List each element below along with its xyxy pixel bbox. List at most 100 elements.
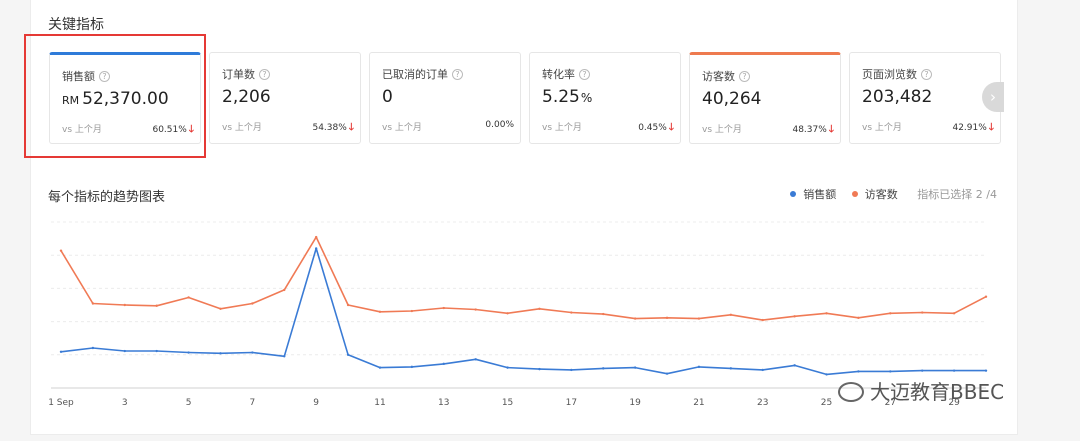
data-point[interactable] bbox=[889, 370, 892, 373]
data-point[interactable] bbox=[952, 369, 956, 372]
data-point[interactable] bbox=[506, 366, 509, 369]
data-point[interactable] bbox=[474, 308, 477, 311]
help-icon[interactable]: ? bbox=[921, 69, 932, 80]
data-point[interactable] bbox=[410, 309, 414, 313]
data-point[interactable] bbox=[283, 288, 286, 292]
data-point[interactable] bbox=[187, 351, 190, 354]
data-point[interactable] bbox=[378, 366, 382, 369]
data-point[interactable] bbox=[921, 369, 924, 372]
change-percent: 48.37% 🡓 bbox=[792, 122, 834, 139]
data-point[interactable] bbox=[857, 370, 860, 373]
x-tick-label: 29 bbox=[948, 398, 960, 408]
change-percent: 0.45% 🡓 bbox=[638, 120, 674, 137]
data-point[interactable] bbox=[633, 317, 637, 320]
data-point[interactable] bbox=[538, 367, 541, 371]
data-point[interactable] bbox=[697, 365, 701, 369]
data-point[interactable] bbox=[984, 369, 988, 372]
data-point[interactable] bbox=[633, 366, 637, 369]
data-point[interactable] bbox=[91, 302, 95, 305]
data-point[interactable] bbox=[921, 311, 924, 314]
data-point[interactable] bbox=[314, 235, 318, 239]
data-point[interactable] bbox=[155, 349, 158, 353]
x-tick-label: 9 bbox=[313, 398, 319, 408]
next-cards-button[interactable]: › bbox=[982, 82, 1004, 112]
data-point[interactable] bbox=[665, 372, 669, 375]
data-point[interactable] bbox=[825, 373, 828, 376]
data-point[interactable] bbox=[251, 351, 254, 354]
data-point[interactable] bbox=[123, 349, 126, 353]
legend-dot bbox=[790, 191, 797, 197]
currency-label: RM bbox=[62, 94, 80, 107]
data-point[interactable] bbox=[984, 295, 988, 298]
data-point[interactable] bbox=[346, 353, 350, 356]
data-point[interactable] bbox=[952, 312, 956, 315]
card-label-text: 页面浏览数 bbox=[862, 68, 917, 81]
data-point[interactable] bbox=[410, 365, 414, 369]
metric-card-visitors[interactable]: 访客数? 40,264 vs 上个月 48.37% 🡓 bbox=[689, 52, 841, 144]
data-point[interactable] bbox=[378, 310, 382, 313]
metric-card-page-views[interactable]: 页面浏览数? 203,482 vs 上个月 42.91% 🡓 bbox=[849, 52, 1001, 144]
data-point[interactable] bbox=[59, 249, 63, 252]
highlight-box bbox=[24, 34, 206, 158]
data-point[interactable] bbox=[123, 303, 126, 307]
card-label: 转化率? bbox=[542, 66, 590, 82]
legend-item-visitors[interactable]: 访客数 bbox=[851, 188, 898, 201]
data-point[interactable] bbox=[570, 368, 573, 372]
compare-label: vs 上个月 bbox=[222, 123, 262, 133]
card-label-text: 销售额 bbox=[62, 70, 95, 83]
data-point[interactable] bbox=[729, 367, 733, 370]
legend-dot bbox=[851, 191, 858, 197]
data-point[interactable] bbox=[219, 352, 222, 355]
x-tick-label: 27 bbox=[885, 398, 896, 408]
data-point[interactable] bbox=[283, 355, 286, 358]
help-icon[interactable]: ? bbox=[99, 71, 110, 82]
data-point[interactable] bbox=[442, 306, 445, 310]
data-point[interactable] bbox=[857, 316, 860, 320]
metric-card-conversion-rate[interactable]: 转化率? 5.25% vs 上个月 0.45% 🡓 bbox=[529, 52, 681, 144]
help-icon[interactable]: ? bbox=[259, 69, 270, 80]
help-icon[interactable]: ? bbox=[452, 69, 463, 80]
data-point[interactable] bbox=[697, 317, 701, 320]
data-point[interactable] bbox=[251, 302, 254, 305]
data-point[interactable] bbox=[474, 358, 477, 361]
data-point[interactable] bbox=[570, 311, 573, 314]
data-point[interactable] bbox=[59, 350, 63, 353]
compare-label: vs 上个月 bbox=[702, 125, 742, 135]
data-point[interactable] bbox=[314, 247, 318, 250]
data-point[interactable] bbox=[602, 312, 605, 316]
data-point[interactable] bbox=[825, 312, 828, 315]
down-arrow-icon: 🡓 bbox=[188, 124, 194, 135]
down-arrow-icon: 🡓 bbox=[828, 124, 834, 135]
card-value: 0 bbox=[382, 87, 393, 107]
data-point[interactable] bbox=[665, 316, 669, 320]
legend-label: 访客数 bbox=[864, 188, 898, 201]
data-point[interactable] bbox=[761, 318, 764, 322]
x-tick-label: 17 bbox=[566, 398, 577, 408]
data-point[interactable] bbox=[506, 312, 509, 315]
data-point[interactable] bbox=[793, 364, 796, 367]
x-tick-label: 7 bbox=[250, 398, 256, 408]
data-point[interactable] bbox=[346, 303, 350, 307]
data-point[interactable] bbox=[219, 307, 222, 310]
card-value: 40,264 bbox=[702, 89, 762, 109]
metric-card-sales[interactable]: 销售额? RM 52,370.00 vs 上个月 60.51% 🡓 bbox=[49, 52, 201, 144]
data-point[interactable] bbox=[442, 362, 445, 366]
series-line-sales bbox=[60, 247, 986, 376]
data-point[interactable] bbox=[187, 296, 190, 299]
data-point[interactable] bbox=[91, 346, 95, 350]
card-label: 已取消的订单? bbox=[382, 66, 463, 82]
legend-item-sales[interactable]: 销售额 bbox=[790, 188, 836, 201]
data-point[interactable] bbox=[729, 313, 733, 317]
data-point[interactable] bbox=[761, 368, 764, 372]
data-point[interactable] bbox=[155, 304, 158, 307]
help-icon[interactable]: ? bbox=[579, 69, 590, 80]
data-point[interactable] bbox=[889, 312, 892, 315]
help-icon[interactable]: ? bbox=[739, 71, 750, 82]
metric-card-cancelled-orders[interactable]: 已取消的订单? 0 vs 上个月 0.00% bbox=[369, 52, 521, 144]
metric-card-orders[interactable]: 订单数? 2,206 vs 上个月 54.38% 🡓 bbox=[209, 52, 361, 144]
x-tick-label: 25 bbox=[821, 398, 832, 408]
change-percent: 54.38% 🡓 bbox=[312, 120, 354, 137]
data-point[interactable] bbox=[793, 315, 796, 318]
data-point[interactable] bbox=[538, 307, 541, 310]
data-point[interactable] bbox=[602, 367, 605, 370]
